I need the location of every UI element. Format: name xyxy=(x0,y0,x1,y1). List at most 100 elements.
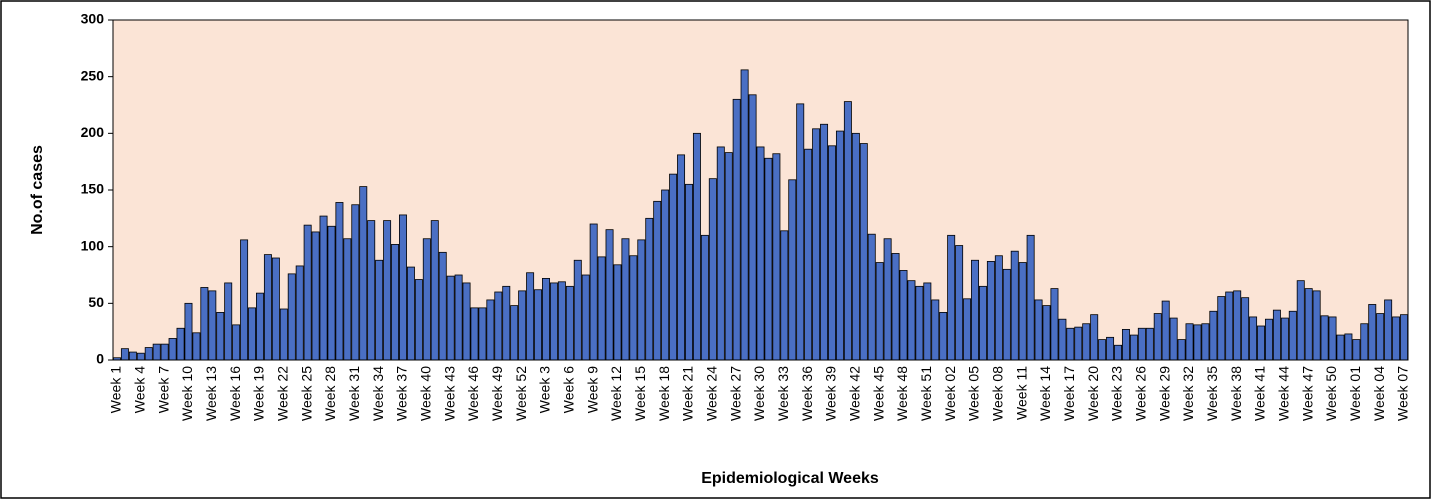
bar xyxy=(978,285,987,361)
bar xyxy=(764,157,773,361)
bar xyxy=(955,245,964,361)
x-tick-label: Week 18 xyxy=(656,366,672,421)
bar xyxy=(1058,318,1067,361)
y-axis-title: No.of cases xyxy=(29,145,46,235)
bar xyxy=(963,298,972,361)
x-tick-label: Week 30 xyxy=(751,366,767,421)
y-tick-label: 50 xyxy=(88,294,104,310)
x-tick-label: Week 9 xyxy=(584,366,600,413)
x-tick-label: Week 46 xyxy=(465,366,481,421)
bar xyxy=(486,299,495,361)
bar xyxy=(1320,315,1329,361)
bar xyxy=(891,253,900,361)
x-tick-label: Week 40 xyxy=(418,366,434,421)
bar xyxy=(1106,336,1115,361)
x-tick-label: Week 02 xyxy=(942,366,958,421)
bar xyxy=(581,274,590,361)
bar xyxy=(240,239,249,361)
x-tick-label: Week 7 xyxy=(155,366,171,413)
bar xyxy=(804,148,813,361)
bar xyxy=(1082,323,1091,361)
bar xyxy=(1026,234,1035,361)
x-tick-label: Week 32 xyxy=(1180,366,1196,421)
bar xyxy=(1241,297,1250,361)
bar xyxy=(740,69,749,361)
x-tick-label: Week 08 xyxy=(990,366,1006,421)
bar xyxy=(192,332,201,361)
bar xyxy=(1360,323,1369,361)
bar xyxy=(1137,327,1146,361)
bar xyxy=(256,292,264,361)
bar xyxy=(1312,290,1321,361)
x-tick-label: Week 26 xyxy=(1133,366,1149,421)
bar xyxy=(232,324,241,361)
bar xyxy=(653,200,662,361)
x-tick-label: Week 22 xyxy=(275,366,291,421)
bar xyxy=(1352,339,1361,361)
bar xyxy=(557,281,566,361)
bar xyxy=(454,274,463,361)
x-tick-label: Week 12 xyxy=(608,366,624,421)
x-tick-label: Week 13 xyxy=(203,366,219,421)
bar xyxy=(1249,316,1258,361)
bar xyxy=(263,254,272,361)
bar xyxy=(1392,316,1401,361)
bar xyxy=(1328,316,1337,361)
bar xyxy=(271,257,280,361)
bar xyxy=(1288,310,1297,361)
bar xyxy=(152,343,161,361)
x-tick-label: Week 1 xyxy=(108,366,124,413)
bar xyxy=(160,343,169,361)
bar xyxy=(820,123,829,361)
bar xyxy=(915,285,924,361)
bar xyxy=(1257,325,1265,361)
bar xyxy=(542,277,550,361)
bar xyxy=(1368,304,1377,361)
bar xyxy=(367,220,376,361)
bar xyxy=(1074,326,1083,361)
x-tick-label: Week 34 xyxy=(370,366,386,421)
x-tick-label: Week 41 xyxy=(1252,366,1268,421)
bar xyxy=(1066,327,1075,361)
bar xyxy=(732,98,741,361)
x-tick-label: Week 10 xyxy=(179,366,195,421)
bar xyxy=(327,225,336,361)
bar xyxy=(637,239,646,361)
bar xyxy=(780,230,789,361)
bar xyxy=(1272,309,1281,361)
bar xyxy=(859,143,868,361)
bar xyxy=(1002,268,1011,361)
bar xyxy=(589,223,598,361)
bar xyxy=(939,311,948,361)
bar xyxy=(867,233,876,361)
bar xyxy=(788,179,797,361)
bar xyxy=(1169,317,1178,361)
bar xyxy=(605,229,614,361)
bar xyxy=(1114,344,1122,361)
bar xyxy=(295,265,304,361)
bar xyxy=(383,220,392,361)
y-tick-label: 200 xyxy=(81,124,105,140)
bar xyxy=(120,348,129,361)
x-tick-label: Week 3 xyxy=(537,366,553,413)
bar xyxy=(351,204,360,361)
bar xyxy=(478,307,487,361)
bar xyxy=(1344,333,1353,361)
bar xyxy=(716,146,725,361)
bar xyxy=(184,302,193,361)
bar xyxy=(573,259,582,361)
x-tick-label: Week 23 xyxy=(1109,366,1125,421)
bar xyxy=(994,255,1003,361)
bar xyxy=(835,130,844,361)
x-tick-label: Week 45 xyxy=(870,366,886,421)
bar xyxy=(248,307,257,361)
bar xyxy=(311,231,320,361)
x-tick-label: Week 05 xyxy=(966,366,982,421)
bar xyxy=(1296,280,1305,361)
x-tick-label: Week 42 xyxy=(847,366,863,421)
bar xyxy=(128,351,137,361)
bar xyxy=(534,289,543,361)
bar xyxy=(359,186,368,361)
x-tick-label: Week 17 xyxy=(1061,366,1077,421)
bar xyxy=(677,154,686,361)
